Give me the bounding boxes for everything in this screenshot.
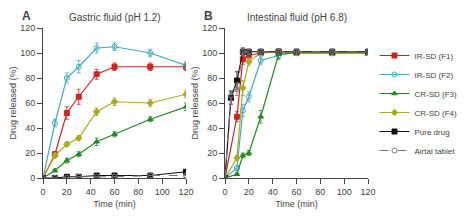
svg-text:120: 120 bbox=[178, 187, 193, 197]
svg-text:120: 120 bbox=[20, 23, 35, 33]
svg-text:100: 100 bbox=[155, 187, 170, 197]
svg-text:80: 80 bbox=[133, 187, 143, 197]
svg-text:40: 40 bbox=[207, 123, 217, 133]
svg-text:B: B bbox=[204, 9, 213, 23]
svg-text:CR-SD (F3): CR-SD (F3) bbox=[415, 90, 458, 99]
svg-text:100: 100 bbox=[337, 187, 352, 197]
svg-text:Time (min): Time (min) bbox=[275, 199, 318, 209]
svg-text:80: 80 bbox=[207, 73, 217, 83]
svg-text:40: 40 bbox=[86, 187, 96, 197]
svg-text:120: 120 bbox=[360, 187, 375, 197]
svg-text:0: 0 bbox=[40, 187, 45, 197]
svg-text:0: 0 bbox=[212, 173, 217, 183]
svg-text:Drug released (%): Drug released (%) bbox=[190, 66, 200, 139]
svg-text:40: 40 bbox=[25, 123, 35, 133]
svg-text:20: 20 bbox=[62, 187, 72, 197]
svg-text:Pure drug: Pure drug bbox=[415, 128, 450, 137]
svg-text:100: 100 bbox=[202, 48, 217, 58]
svg-text:60: 60 bbox=[207, 98, 217, 108]
svg-text:80: 80 bbox=[315, 187, 325, 197]
svg-text:60: 60 bbox=[109, 187, 119, 197]
svg-text:Time (min): Time (min) bbox=[93, 199, 136, 209]
svg-text:60: 60 bbox=[291, 187, 301, 197]
svg-text:80: 80 bbox=[25, 73, 35, 83]
svg-text:CR-SD (F4): CR-SD (F4) bbox=[415, 109, 458, 118]
svg-text:A: A bbox=[22, 9, 31, 23]
svg-text:Airtal tablet: Airtal tablet bbox=[415, 147, 456, 156]
svg-text:20: 20 bbox=[244, 187, 254, 197]
svg-text:20: 20 bbox=[207, 148, 217, 158]
svg-text:0: 0 bbox=[30, 173, 35, 183]
svg-text:Drug released (%): Drug released (%) bbox=[8, 66, 18, 139]
svg-text:120: 120 bbox=[202, 23, 217, 33]
svg-text:Gastric fluid (pH 1.2): Gastric fluid (pH 1.2) bbox=[69, 12, 161, 23]
svg-text:40: 40 bbox=[268, 187, 278, 197]
svg-text:IR-SD (F1): IR-SD (F1) bbox=[415, 52, 454, 61]
svg-text:Intestinal fluid (pH 6.8): Intestinal fluid (pH 6.8) bbox=[247, 12, 347, 23]
svg-text:60: 60 bbox=[25, 98, 35, 108]
svg-text:100: 100 bbox=[20, 48, 35, 58]
svg-text:0: 0 bbox=[222, 187, 227, 197]
svg-text:IR-SD (F2): IR-SD (F2) bbox=[415, 71, 454, 80]
svg-text:20: 20 bbox=[25, 148, 35, 158]
